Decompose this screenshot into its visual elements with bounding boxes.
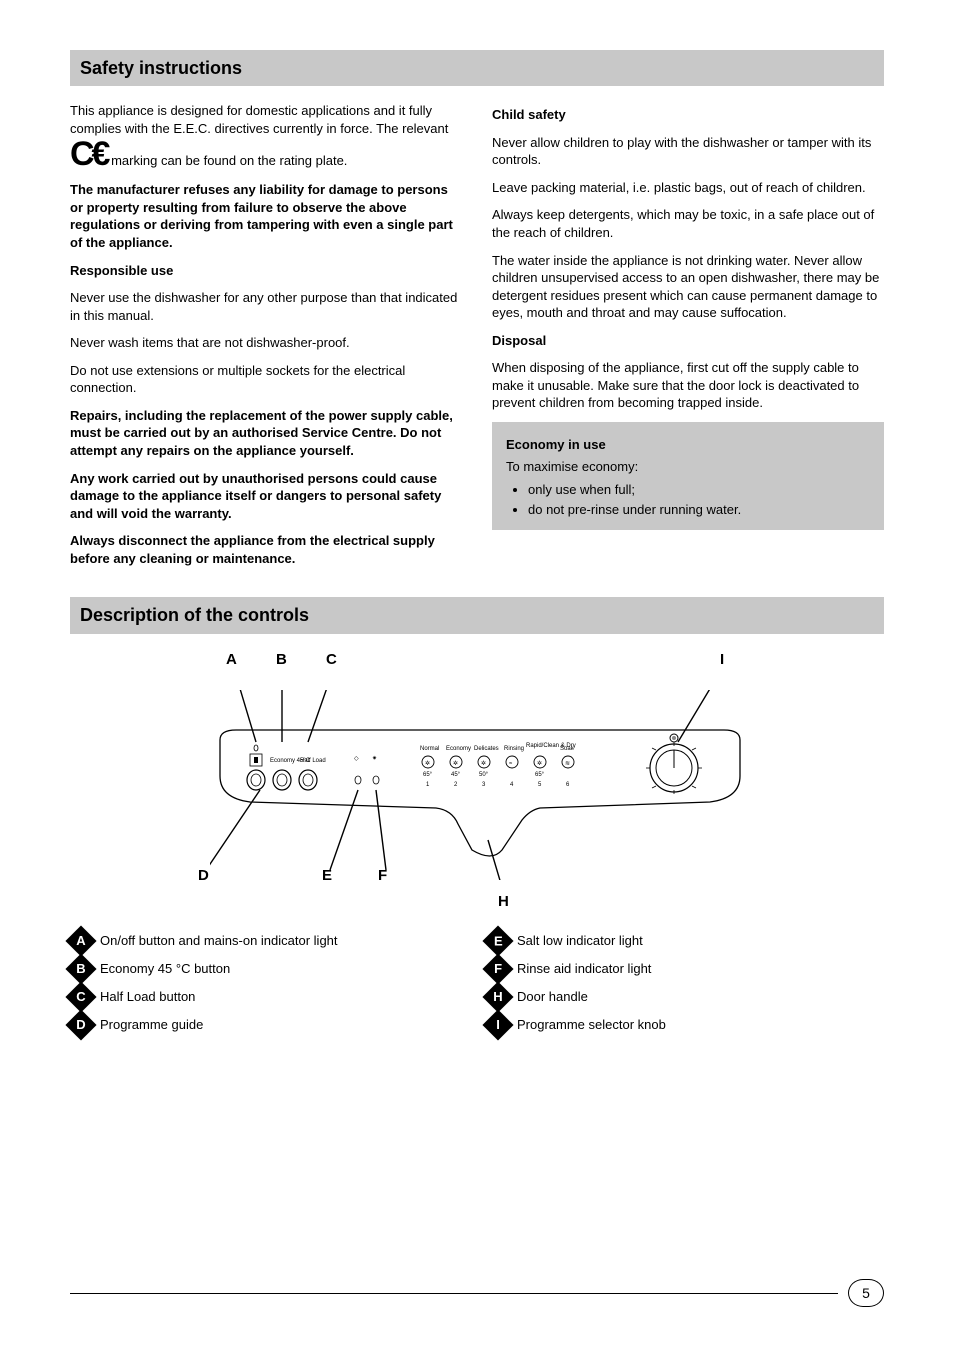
economy-list: only use when full; do not pre-rinse und… — [528, 481, 870, 518]
svg-text:1: 1 — [426, 782, 430, 788]
legend-right: E Salt low indicator light F Rinse aid i… — [487, 930, 884, 1042]
svg-text:2: 2 — [454, 782, 458, 788]
svg-text:✷: ✷ — [372, 755, 377, 762]
diamond-B: B — [65, 953, 96, 984]
svg-text:✲: ✲ — [481, 760, 486, 767]
control-panel-diagram: A B C I D E F H Economy 45°C Half Load — [70, 650, 884, 910]
economy-item-2: do not pre-rinse under running water. — [528, 501, 870, 519]
diamond-A: A — [65, 925, 96, 956]
legend-row-D: D Programme guide — [70, 1014, 467, 1036]
svg-text:≋: ≋ — [565, 761, 570, 767]
cs-para1: Never allow children to play with the di… — [492, 134, 884, 169]
svg-text:✲: ✲ — [425, 760, 430, 767]
intro-suffix: marking can be found on the rating plate… — [111, 153, 347, 168]
economy-note-box: Economy in use To maximise economy: only… — [492, 422, 884, 530]
legend-text-F: Rinse aid indicator light — [517, 960, 651, 978]
legend-text-A: On/off button and mains-on indicator lig… — [100, 932, 338, 950]
svg-text:45°: 45° — [451, 772, 461, 778]
legend-text-D: Programme guide — [100, 1016, 203, 1034]
diamond-C: C — [65, 981, 96, 1012]
legend-row-F: F Rinse aid indicator light — [487, 958, 884, 980]
svg-text:Soak: Soak — [560, 746, 575, 752]
ru-para3: Do not use extensions or multiple socket… — [70, 362, 462, 397]
diamond-D: D — [65, 1009, 96, 1040]
svg-text:◇: ◇ — [354, 756, 359, 762]
legend-row-I: I Programme selector knob — [487, 1014, 884, 1036]
legend-text-B: Economy 45 °C button — [100, 960, 230, 978]
svg-text:65°: 65° — [423, 772, 433, 778]
callout-I: I — [720, 650, 724, 670]
section1-right: Child safety Never allow children to pla… — [492, 102, 884, 577]
ru-para2: Never wash items that are not dishwasher… — [70, 334, 462, 352]
diamond-E: E — [482, 925, 513, 956]
cs-para2: Leave packing material, i.e. plastic bag… — [492, 179, 884, 197]
liability-para: The manufacturer refuses any liability f… — [70, 181, 462, 251]
svg-text:Normal: Normal — [420, 746, 439, 752]
callout-B: B — [276, 650, 287, 670]
svg-text:6: 6 — [566, 782, 570, 788]
diamond-H: H — [482, 981, 513, 1012]
svg-text:5: 5 — [538, 782, 542, 788]
cs-para3: Always keep detergents, which may be tox… — [492, 206, 884, 241]
footer-rule — [70, 1293, 838, 1294]
svg-text:50°: 50° — [479, 772, 489, 778]
callout-D: D — [198, 866, 209, 886]
disposal-para: When disposing of the appliance, first c… — [492, 359, 884, 412]
responsible-use-heading: Responsible use — [70, 262, 462, 280]
svg-text:✲: ✲ — [537, 760, 542, 767]
svg-text:65°: 65° — [535, 772, 545, 778]
ce-mark-icon: C€ — [70, 137, 107, 171]
legend-text-I: Programme selector knob — [517, 1016, 666, 1034]
economy-item-1: only use when full; — [528, 481, 870, 499]
legend-left: A On/off button and mains-on indicator l… — [70, 930, 467, 1042]
section1-title: Safety instructions — [70, 50, 884, 86]
legend-text-C: Half Load button — [100, 988, 195, 1006]
svg-text:Delicates: Delicates — [474, 746, 499, 752]
legend-row-A: A On/off button and mains-on indicator l… — [70, 930, 467, 952]
ru-para6: Always disconnect the appliance from the… — [70, 532, 462, 567]
ru-para4: Repairs, including the replacement of th… — [70, 407, 462, 460]
svg-text:Economy: Economy — [446, 746, 471, 752]
section1-body: This appliance is designed for domestic … — [70, 102, 884, 577]
diamond-I: I — [482, 1009, 513, 1040]
page-footer: 5 — [70, 1279, 884, 1307]
legend-row-H: H Door handle — [487, 986, 884, 1008]
svg-text:✲: ✲ — [453, 760, 458, 767]
legend-row-E: E Salt low indicator light — [487, 930, 884, 952]
intro-prefix: This appliance is designed for domestic … — [70, 103, 448, 136]
svg-text:Rinsing: Rinsing — [504, 746, 524, 752]
disposal-heading: Disposal — [492, 332, 884, 350]
legend-row-C: C Half Load button — [70, 986, 467, 1008]
cs-para4: The water inside the appliance is not dr… — [492, 252, 884, 322]
callout-A: A — [226, 650, 237, 670]
legend-row-B: B Economy 45 °C button — [70, 958, 467, 980]
svg-text:≈: ≈ — [509, 761, 513, 767]
programme-guide: Normal Economy Delicates Rinsing Rapid/C… — [420, 743, 576, 788]
callout-C: C — [326, 650, 337, 670]
svg-text:4: 4 — [510, 782, 514, 788]
legend-text-E: Salt low indicator light — [517, 932, 643, 950]
economy-title: Economy in use — [506, 436, 870, 454]
diamond-F: F — [482, 953, 513, 984]
section2-title: Description of the controls — [70, 597, 884, 633]
panel-label-half: Half Load — [300, 758, 326, 764]
economy-intro: To maximise economy: — [506, 458, 870, 476]
page-number: 5 — [848, 1279, 884, 1307]
child-safety-heading: Child safety — [492, 106, 884, 124]
intro-para: This appliance is designed for domestic … — [70, 102, 462, 171]
ru-para5: Any work carried out by unauthorised per… — [70, 470, 462, 523]
callout-H: H — [498, 892, 509, 912]
section1-left: This appliance is designed for domestic … — [70, 102, 462, 577]
ru-para1: Never use the dishwasher for any other p… — [70, 289, 462, 324]
svg-text:3: 3 — [482, 782, 486, 788]
legend-text-H: Door handle — [517, 988, 588, 1006]
panel-svg: Economy 45°C Half Load ◇ ✷ Normal Econom… — [210, 690, 750, 880]
legend: A On/off button and mains-on indicator l… — [70, 930, 884, 1042]
